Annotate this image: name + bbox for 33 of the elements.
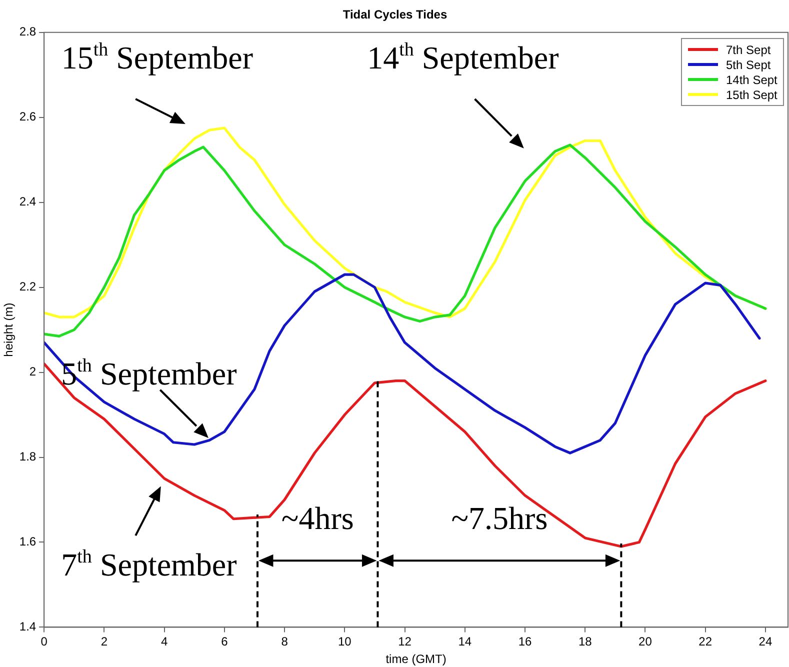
x-tick-label: 18 xyxy=(578,634,592,649)
y-tick-label: 2 xyxy=(29,364,36,379)
annotation: 15$^{th}$ September xyxy=(61,40,253,76)
y-tick-label: 2.4 xyxy=(19,194,36,209)
y-tick-label: 2.6 xyxy=(19,110,36,124)
x-tick-label: 20 xyxy=(638,634,652,649)
y-tick-label: 2.2 xyxy=(19,280,36,294)
chart-title: Tidal Cycles Tides xyxy=(342,8,448,22)
annotation: 7$^{th}$ September xyxy=(61,546,237,582)
x-tick-label: 14 xyxy=(458,634,472,649)
legend-label: 15th Sept xyxy=(726,88,778,102)
legend-label: 14th Sept xyxy=(726,72,778,87)
x-tick-label: 4 xyxy=(160,634,168,649)
x-tick-label: 24 xyxy=(758,634,772,649)
x-tick-label: 0 xyxy=(40,634,48,649)
x-tick-label: 12 xyxy=(398,634,412,649)
x-tick-label: 6 xyxy=(221,634,228,649)
y-tick-label: 1.4 xyxy=(19,620,36,634)
x-tick-label: 10 xyxy=(338,634,352,649)
y-axis-title: height (m) xyxy=(2,302,16,357)
annotation: 14$^{th}$ September xyxy=(367,40,559,76)
y-tick-label: 1.8 xyxy=(19,450,36,464)
x-tick-label: 2 xyxy=(100,634,108,649)
x-tick-label: 22 xyxy=(698,634,712,649)
annotation: ~7.5hrs xyxy=(451,500,548,536)
y-tick-label: 1.6 xyxy=(19,534,36,549)
y-tick-label: 2.8 xyxy=(19,24,36,39)
x-tick-label: 16 xyxy=(518,634,532,649)
annotation: ~4hrs xyxy=(281,500,354,536)
legend-label: 5th Sept xyxy=(726,58,771,72)
x-axis-title: time (GMT) xyxy=(386,652,446,666)
x-tick-label: 8 xyxy=(281,634,288,649)
legend-label: 7th Sept xyxy=(726,42,771,57)
